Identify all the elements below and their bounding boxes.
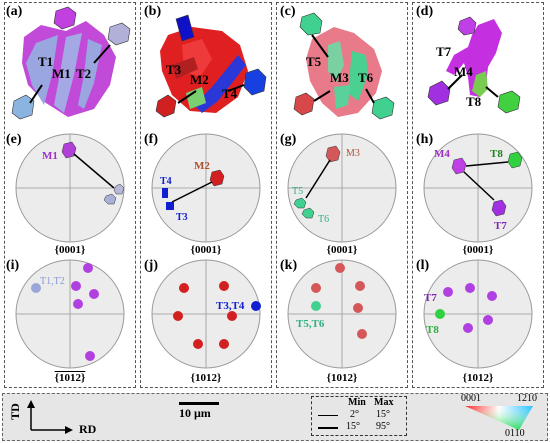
ebsd-map-d <box>427 16 521 114</box>
axis-arrows-icon <box>27 400 73 434</box>
pf-label-t8: T8 <box>490 148 503 160</box>
map-label-t8: T8 <box>466 94 482 109</box>
map-label-t3: T3 <box>166 62 182 77</box>
ipf-corner-1210: 1210 <box>517 393 537 404</box>
boundary-row1-min: 2° <box>350 409 359 420</box>
panel-label-c: (c) <box>280 4 296 19</box>
map-label-t6: T6 <box>358 70 374 85</box>
pf-caption-g: {0001} <box>326 244 358 256</box>
pf2-label-t3t4: T3,T4 <box>216 300 245 312</box>
boundary-header-max: Max <box>374 397 394 408</box>
pole-figure-j <box>151 259 261 369</box>
axis-label-td: TD <box>7 403 22 420</box>
pf-label-t7: T7 <box>494 220 507 232</box>
map-label-m3: M3 <box>330 70 349 85</box>
pole-figure-h <box>423 133 533 243</box>
boundary-line-thick <box>318 427 338 429</box>
map-label-t1: T1 <box>38 54 54 69</box>
panel-label-a: (a) <box>6 4 23 19</box>
ipf-corner-0110: 0110 <box>505 428 525 439</box>
pole-figure-l <box>423 259 533 369</box>
ipf-triangle-key <box>465 406 533 430</box>
pf2-caption-l: {1012} <box>462 372 494 384</box>
pf2-label-t5t6: T5,T6 <box>296 318 325 330</box>
legend-bar: TD RD 10 μm Min Max 2° 15° 15° 95° 0001 … <box>2 393 548 441</box>
panel-label-j: (j) <box>144 258 158 273</box>
pole-figure-f <box>151 133 261 243</box>
map-label-m1: M1 <box>52 66 71 81</box>
scale-bar-line <box>179 402 219 405</box>
map-label-t7: T7 <box>436 44 452 59</box>
boundary-line-thin <box>318 415 338 416</box>
pf-label-t5: T5 <box>292 186 304 197</box>
boundary-row1-max: 15° <box>376 409 390 420</box>
pf-label-t3: T3 <box>176 212 188 223</box>
column-frame-2 <box>140 2 272 388</box>
pf-label-m2: M2 <box>194 160 210 172</box>
pf-caption-h: {0001} <box>462 244 494 256</box>
pf-caption-e: {0001} <box>54 244 86 256</box>
ebsd-map-b <box>155 14 267 118</box>
pole-figure-k <box>287 259 397 369</box>
pf2-label-t8: T8 <box>426 324 439 336</box>
boundary-header-min: Min <box>348 397 366 408</box>
axis-label-rd: RD <box>79 422 97 436</box>
pf2-caption-k: {1012} <box>326 372 358 384</box>
pf2-label-t1t2: T1,T2 <box>40 276 65 287</box>
panel-label-k: (k) <box>280 258 298 273</box>
pole-figure-g <box>287 133 397 243</box>
panel-label-f: (f) <box>144 132 158 147</box>
pole-figure-i <box>15 259 125 369</box>
pf-label-m1: M1 <box>42 150 58 162</box>
column-frame-4 <box>412 2 544 388</box>
boundary-table: Min Max 2° 15° 15° 95° <box>311 396 407 436</box>
pf-label-m4: M4 <box>434 148 450 160</box>
pole-figure-e <box>15 133 125 243</box>
panel-label-b: (b) <box>144 4 162 19</box>
panel-label-g: (g) <box>280 132 297 147</box>
map-label-m4: M4 <box>454 64 473 79</box>
boundary-row2-min: 15° <box>346 421 360 432</box>
column-frame-1 <box>4 2 136 388</box>
ebsd-map-a <box>11 6 131 120</box>
panel-label-e: (e) <box>6 132 22 147</box>
pf2-label-t7: T7 <box>424 292 437 304</box>
map-label-t2: T2 <box>76 66 92 81</box>
map-label-t5: T5 <box>306 54 322 69</box>
map-label-m2: M2 <box>190 72 209 87</box>
panel-label-l: (l) <box>416 258 430 273</box>
pf-label-t6: T6 <box>318 214 330 225</box>
scale-bar-label: 10 μm <box>179 406 211 420</box>
pf2-caption-j: {1012} <box>190 372 222 384</box>
column-frame-3 <box>276 2 408 388</box>
panel-label-d: (d) <box>416 4 434 19</box>
pf-label-m3: M3 <box>346 148 360 159</box>
panel-label-h: (h) <box>416 132 434 147</box>
ebsd-map-c <box>293 12 395 120</box>
pf-caption-f: {0001} <box>190 244 222 256</box>
pf-label-t4: T4 <box>160 176 172 187</box>
panel-label-i: (i) <box>6 258 20 273</box>
map-label-t4: T4 <box>222 86 238 101</box>
pf2-caption-i: {1012} <box>54 372 86 384</box>
boundary-row2-max: 95° <box>376 421 390 432</box>
ipf-corner-0001: 0001 <box>461 393 481 404</box>
